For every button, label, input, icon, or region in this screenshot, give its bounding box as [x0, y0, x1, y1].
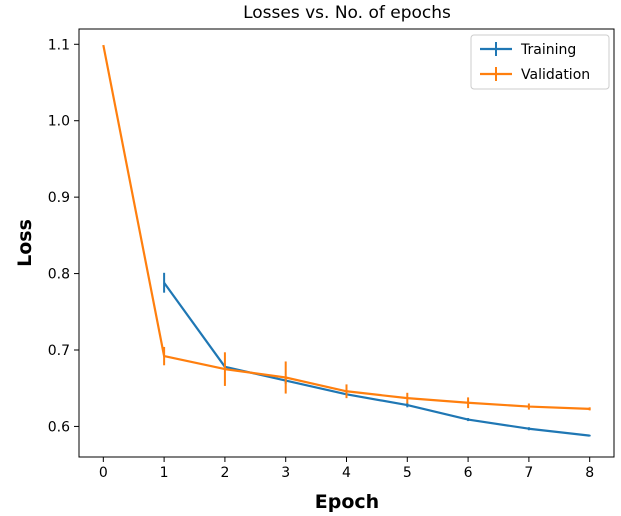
x-tick-label: 4	[342, 465, 351, 481]
y-tick-label: 1.0	[48, 114, 70, 130]
legend-validation-label: Validation	[521, 67, 590, 83]
legend: Training Validation	[470, 34, 610, 90]
x-tick-label: 8	[585, 465, 594, 481]
y-axis: 0.6 0.7 0.8 0.9 1.0 1.1	[48, 37, 79, 435]
x-tick-label: 0	[99, 465, 108, 481]
y-tick-label: 1.1	[48, 37, 70, 53]
validation-series-line	[102, 44, 590, 410]
x-tick-label: 6	[464, 465, 473, 481]
x-tick-label: 5	[403, 465, 412, 481]
series-layer	[102, 44, 591, 437]
x-tick-label: 3	[281, 465, 290, 481]
x-tick-label: 2	[220, 465, 229, 481]
x-tick-label: 1	[160, 465, 169, 481]
y-tick-label: 0.6	[48, 419, 70, 435]
y-tick-label: 0.8	[48, 267, 70, 283]
x-axis-label: Epoch	[315, 491, 379, 513]
chart-title: Losses vs. No. of epochs	[243, 3, 451, 23]
x-axis: 0 1 2 3 4 5 6 7 8	[99, 457, 594, 481]
legend-training-label: Training	[520, 42, 576, 58]
x-tick-label: 7	[524, 465, 533, 481]
training-series-line	[163, 282, 590, 437]
y-tick-label: 0.9	[48, 190, 70, 206]
y-axis-label: Loss	[14, 219, 36, 267]
y-tick-label: 0.7	[48, 343, 70, 359]
